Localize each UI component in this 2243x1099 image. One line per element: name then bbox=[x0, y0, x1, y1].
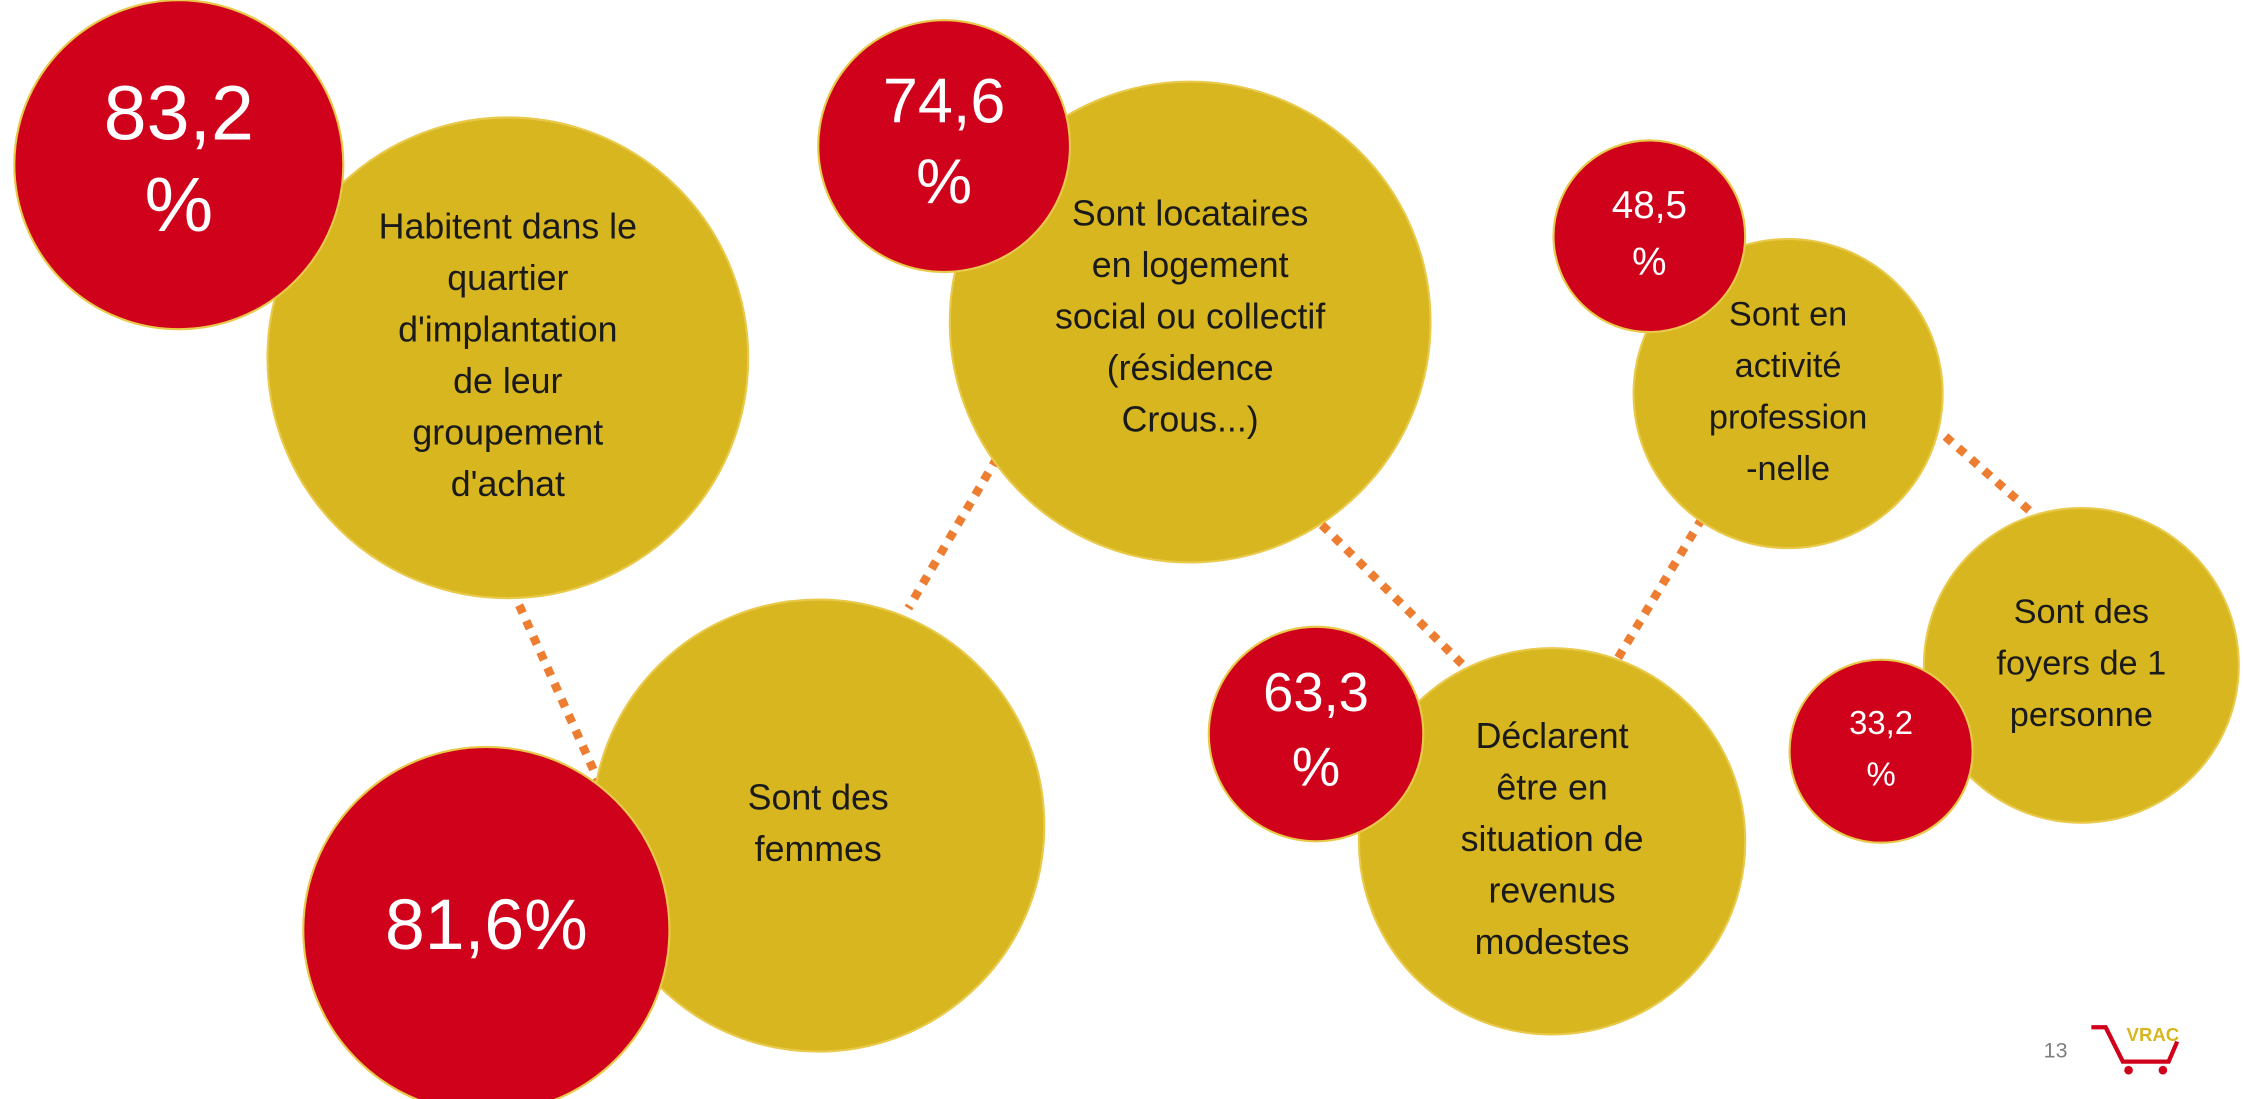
bubble-label: situation de bbox=[1461, 819, 1644, 859]
bubble-label: revenus bbox=[1488, 870, 1615, 910]
bubble-value: % bbox=[144, 162, 213, 248]
bubble-label: profession bbox=[1709, 398, 1867, 436]
connector bbox=[1942, 433, 2046, 526]
bubble-label: Sont des bbox=[748, 777, 889, 817]
bubble-label: social ou collectif bbox=[1055, 297, 1325, 337]
bubble-value: % bbox=[1292, 737, 1340, 798]
bubble-label: être en bbox=[1496, 767, 1607, 807]
value-circle bbox=[302, 745, 671, 1099]
bubble-label: Sont locataires bbox=[1072, 194, 1308, 234]
bubble-value: 81,6% bbox=[385, 885, 588, 965]
value-bubbles: 83,2% 74,6% 81,6% 63,3% 48,5% 33,2% bbox=[13, 0, 1974, 1099]
value-circle bbox=[13, 0, 345, 331]
value-circle bbox=[817, 19, 1072, 274]
bubble-value: 33,2 bbox=[1849, 704, 1913, 741]
label-circle bbox=[948, 80, 1432, 564]
bubble-value: 48,5 bbox=[1612, 184, 1687, 227]
logo-wheel bbox=[2124, 1065, 2133, 1075]
value-circle bbox=[1552, 139, 1747, 334]
bubble-label: Habitent dans le bbox=[379, 207, 637, 247]
bubble-label: groupement bbox=[412, 413, 603, 453]
label-bubbles: Habitent dans le quartier d'implantation de… bbox=[266, 80, 2240, 1053]
bubble-label: en logement bbox=[1092, 245, 1289, 285]
bubble-label: de leur bbox=[453, 361, 562, 401]
bubble-label: quartier bbox=[447, 258, 568, 298]
label-circle bbox=[266, 116, 750, 600]
connector bbox=[1270, 473, 1474, 676]
bubble-value: 74,6 bbox=[883, 67, 1006, 137]
connector bbox=[508, 587, 602, 782]
bubble-label: Déclarent bbox=[1476, 716, 1629, 756]
logo-cart bbox=[2091, 1025, 2180, 1064]
bubble-label: personne bbox=[2010, 696, 2153, 734]
bubble-label: activité bbox=[1735, 347, 1842, 385]
label-circle bbox=[1922, 506, 2240, 824]
logo: VRAC bbox=[2091, 1024, 2179, 1075]
bubble-label: d'achat bbox=[451, 464, 565, 504]
label-circle bbox=[1357, 647, 1747, 1036]
value-circle bbox=[1207, 625, 1425, 843]
bubble-label: foyers de 1 bbox=[1996, 644, 2166, 682]
bubble-value: 83,2 bbox=[104, 70, 254, 156]
bubble-value: 63,3 bbox=[1263, 662, 1369, 723]
bubble-value: % bbox=[916, 147, 972, 217]
bubble-label: -nelle bbox=[1746, 450, 1830, 488]
connector bbox=[1609, 515, 1706, 668]
bubble-label: Sont des bbox=[2014, 593, 2150, 631]
bubble-label: (résidence bbox=[1107, 348, 1274, 388]
bubble-value: % bbox=[1866, 756, 1895, 793]
bubble-label: Crous...) bbox=[1122, 400, 1259, 440]
value-circle bbox=[1788, 658, 1974, 844]
connector bbox=[904, 455, 1001, 611]
page-number: 13 bbox=[2044, 1038, 2068, 1062]
bubble-label: d'implantation bbox=[398, 310, 617, 350]
bubble-label: Sont en bbox=[1729, 295, 1847, 333]
logo-text: VRAC bbox=[2127, 1024, 2180, 1045]
connectors bbox=[508, 433, 2046, 782]
label-circle bbox=[1632, 238, 1944, 550]
logo-wheel bbox=[2158, 1065, 2168, 1075]
bubble-label: modestes bbox=[1475, 922, 1630, 962]
bubble-value: % bbox=[1632, 241, 1666, 284]
bubble-label: femmes bbox=[755, 829, 882, 869]
